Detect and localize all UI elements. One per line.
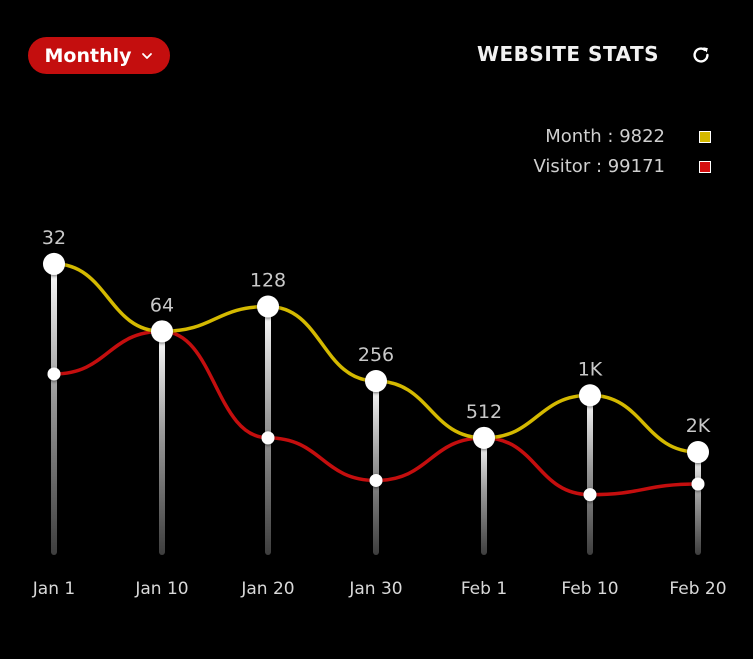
data-point-visitor[interactable] — [370, 474, 383, 487]
stem-bar — [373, 381, 379, 555]
data-point-month[interactable] — [151, 320, 173, 342]
data-point-visitor[interactable] — [584, 488, 597, 501]
data-point-month[interactable] — [43, 253, 65, 275]
stem-bar — [51, 264, 57, 555]
data-point-month[interactable] — [257, 296, 279, 318]
stem-bar — [265, 307, 271, 556]
value-label: 512 — [466, 401, 502, 423]
data-point-month[interactable] — [473, 427, 495, 449]
value-label: 1K — [578, 358, 603, 380]
data-point-visitor[interactable] — [692, 478, 705, 491]
x-tick-label: Feb 20 — [669, 579, 726, 599]
x-tick-label: Jan 20 — [240, 579, 294, 599]
stem-bar — [481, 438, 487, 555]
data-point-month[interactable] — [687, 441, 709, 463]
data-point-month[interactable] — [365, 370, 387, 392]
x-tick-label: Feb 1 — [461, 579, 507, 599]
value-label: 64 — [150, 294, 174, 316]
x-tick-label: Feb 10 — [561, 579, 618, 599]
data-point-visitor[interactable] — [48, 367, 61, 380]
x-tick-label: Jan 1 — [32, 579, 75, 599]
value-label: 256 — [358, 344, 394, 366]
data-point-month[interactable] — [579, 384, 601, 406]
x-tick-label: Jan 30 — [348, 579, 402, 599]
value-label: 128 — [250, 270, 286, 292]
value-label: 32 — [42, 227, 66, 249]
x-tick-label: Jan 10 — [134, 579, 188, 599]
data-point-visitor[interactable] — [262, 431, 275, 444]
value-label: 2K — [686, 415, 711, 437]
stem-bar — [695, 452, 701, 555]
stem-bar — [159, 331, 165, 555]
stem-bar — [587, 395, 593, 555]
